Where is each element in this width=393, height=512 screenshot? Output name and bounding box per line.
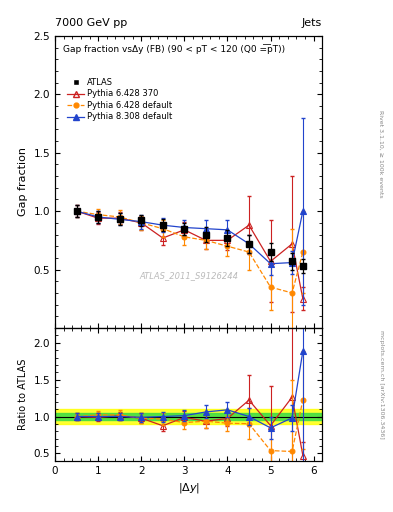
Text: 7000 GeV pp: 7000 GeV pp bbox=[55, 18, 127, 28]
Legend: ATLAS, Pythia 6.428 370, Pythia 6.428 default, Pythia 8.308 default: ATLAS, Pythia 6.428 370, Pythia 6.428 de… bbox=[67, 78, 173, 121]
Text: Gap fraction vsΔy (FB) (90 < pT < 120 (Q0 =͞pT)): Gap fraction vsΔy (FB) (90 < pT < 120 (Q… bbox=[63, 45, 285, 54]
Text: mcplots.cern.ch [arXiv:1306.3436]: mcplots.cern.ch [arXiv:1306.3436] bbox=[379, 330, 384, 438]
Text: Jets: Jets bbox=[302, 18, 322, 28]
Text: ATLAS_2011_S9126244: ATLAS_2011_S9126244 bbox=[139, 271, 238, 280]
Text: Rivet 3.1.10, ≥ 100k events: Rivet 3.1.10, ≥ 100k events bbox=[379, 110, 384, 198]
Y-axis label: Gap fraction: Gap fraction bbox=[18, 147, 28, 217]
Y-axis label: Ratio to ATLAS: Ratio to ATLAS bbox=[18, 359, 28, 430]
X-axis label: $|\Delta y|$: $|\Delta y|$ bbox=[178, 481, 200, 495]
